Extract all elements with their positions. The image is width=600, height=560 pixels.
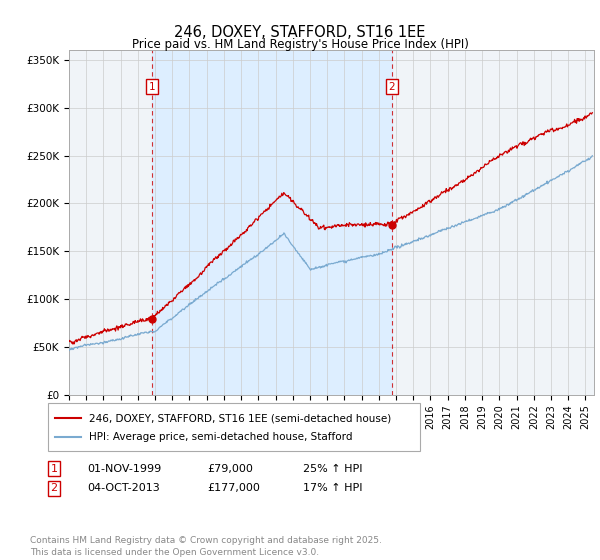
Text: 1: 1 (149, 82, 155, 92)
Text: 01-NOV-1999: 01-NOV-1999 (87, 464, 161, 474)
Text: HPI: Average price, semi-detached house, Stafford: HPI: Average price, semi-detached house,… (89, 432, 352, 442)
Text: 1: 1 (50, 464, 58, 474)
Text: 17% ↑ HPI: 17% ↑ HPI (303, 483, 362, 493)
Text: 25% ↑ HPI: 25% ↑ HPI (303, 464, 362, 474)
FancyBboxPatch shape (48, 403, 420, 451)
Text: 04-OCT-2013: 04-OCT-2013 (87, 483, 160, 493)
Text: Price paid vs. HM Land Registry's House Price Index (HPI): Price paid vs. HM Land Registry's House … (131, 38, 469, 51)
Text: 246, DOXEY, STAFFORD, ST16 1EE: 246, DOXEY, STAFFORD, ST16 1EE (175, 25, 425, 40)
Text: £177,000: £177,000 (207, 483, 260, 493)
Text: 2: 2 (50, 483, 58, 493)
Text: 246, DOXEY, STAFFORD, ST16 1EE (semi-detached house): 246, DOXEY, STAFFORD, ST16 1EE (semi-det… (89, 413, 391, 423)
Text: £79,000: £79,000 (207, 464, 253, 474)
Text: Contains HM Land Registry data © Crown copyright and database right 2025.
This d: Contains HM Land Registry data © Crown c… (30, 536, 382, 557)
Bar (152, 50, 392, 395)
Text: 2: 2 (388, 82, 395, 92)
